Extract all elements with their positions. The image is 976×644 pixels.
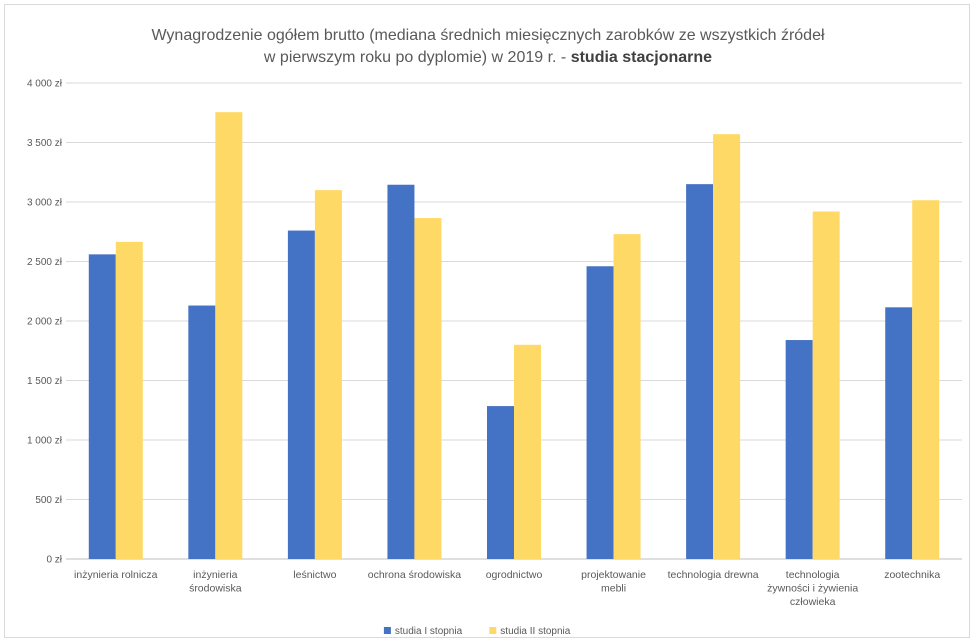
x-category-label: projektowanie <box>581 569 646 581</box>
bar-studia-ii-stopnia <box>314 190 342 559</box>
legend-label: studia I stopnia <box>395 626 463 637</box>
bar-studia-i-stopnia <box>885 307 913 559</box>
x-category-label: ogrodnictwo <box>486 569 543 581</box>
y-tick-label: 0 zł <box>46 555 62 566</box>
bar-studia-ii-stopnia <box>613 234 641 559</box>
y-tick-label: 2 500 zł <box>27 257 63 268</box>
bar-studia-ii-stopnia <box>713 134 741 560</box>
bar-studia-ii-stopnia <box>115 241 143 560</box>
bar-studia-i-stopnia <box>287 230 315 559</box>
x-category-label: inżynieria <box>193 569 238 581</box>
legend-label: studia II stopnia <box>500 626 570 637</box>
y-tick-label: 500 zł <box>35 495 62 506</box>
x-category-label: technologia drewna <box>668 569 759 581</box>
x-category-label: leśnictwo <box>293 569 336 581</box>
legend: studia I stopnia studia II stopnia <box>383 626 571 637</box>
chart-title-line2-normal: w pierwszym roku po dyplomie) w 2019 r. … <box>263 49 571 66</box>
legend-swatch <box>489 627 497 634</box>
bar-studia-ii-stopnia <box>514 344 541 559</box>
bar-studia-ii-stopnia <box>912 200 940 559</box>
chart-title-line2-bold: studia stacjonarne <box>571 49 712 66</box>
bar-studia-ii-stopnia <box>812 211 840 559</box>
x-category-label: człowieka <box>790 596 836 608</box>
bars <box>88 112 940 560</box>
x-category-label: technologia <box>786 569 840 581</box>
chart-title-line2: w pierwszym roku po dyplomie) w 2019 r. … <box>263 49 712 66</box>
x-category-label: mebli <box>601 583 626 595</box>
x-category-label: żywności i żywienia <box>767 583 858 595</box>
bar-studia-ii-stopnia <box>215 112 243 559</box>
y-tick-label: 4 000 zł <box>27 79 63 90</box>
y-tick-label: 2 000 zł <box>27 317 63 328</box>
x-category-label: ochrona środowiska <box>368 569 462 581</box>
y-tick-label: 3 000 zł <box>27 198 63 209</box>
legend-swatch <box>383 627 391 634</box>
x-category-label: zootechnika <box>884 569 940 581</box>
chart-title-line1: Wynagrodzenie ogółem brutto (mediana śre… <box>151 27 824 44</box>
y-tick-label: 1 000 zł <box>27 436 63 447</box>
x-category-label: środowiska <box>189 583 242 595</box>
bar-studia-i-stopnia <box>387 184 415 559</box>
bar-studia-i-stopnia <box>586 266 614 559</box>
x-category-label: inżynieria rolnicza <box>74 569 158 581</box>
bar-studia-i-stopnia <box>188 305 216 559</box>
y-axis-ticks: 0 zł 500 zł 1 000 zł 1 500 zł 2 000 zł 2 500 … <box>27 79 63 566</box>
bar-studia-i-stopnia <box>487 406 514 559</box>
bar-studia-ii-stopnia <box>414 218 442 559</box>
y-tick-label: 1 500 zł <box>27 376 63 387</box>
bar-studia-i-stopnia <box>785 340 813 559</box>
bar-studia-i-stopnia <box>686 184 714 559</box>
bar-studia-i-stopnia <box>88 254 116 560</box>
y-tick-label: 3 500 zł <box>27 138 63 149</box>
x-axis-labels: inżynieria rolnicza inżynieria środowiska l… <box>74 569 940 608</box>
